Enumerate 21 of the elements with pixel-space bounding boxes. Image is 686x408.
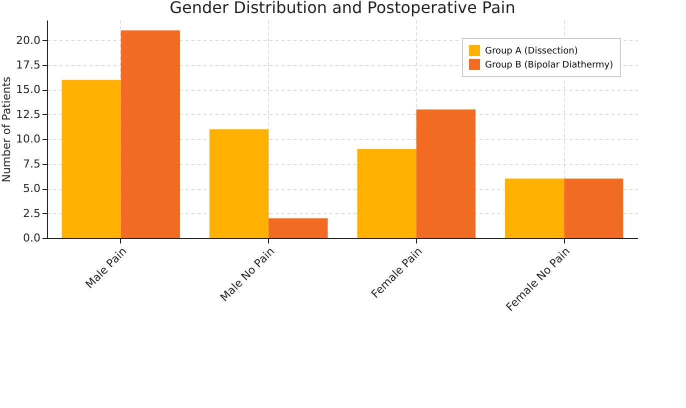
- y-tick-label: 12.5: [16, 108, 40, 121]
- y-tick-label: 7.5: [23, 157, 40, 170]
- bar: [416, 109, 476, 238]
- bar: [357, 149, 416, 238]
- y-tick-label: 10.0: [16, 132, 40, 146]
- chart-title: Gender Distribution and Postoperative Pain: [170, 0, 516, 17]
- y-tick-label: 2.5: [23, 206, 40, 220]
- legend-label: Group A (Dissection): [485, 46, 578, 56]
- y-tick-label: 20.0: [16, 34, 40, 47]
- y-tick-label: 0.0: [23, 232, 40, 244]
- y-tick-label: 5.0: [23, 182, 40, 196]
- bar: [505, 178, 564, 238]
- bar: [210, 129, 269, 238]
- y-tick-label: 17.5: [16, 58, 40, 72]
- legend-label: Group B (Bipolar Diathermy): [485, 60, 614, 70]
- bar: [62, 80, 121, 238]
- bar: [564, 178, 624, 238]
- y-axis-title: Number of Patients: [0, 76, 14, 182]
- bar: [268, 218, 328, 238]
- y-tick-label: 15.0: [16, 83, 40, 96]
- bar: [120, 30, 180, 238]
